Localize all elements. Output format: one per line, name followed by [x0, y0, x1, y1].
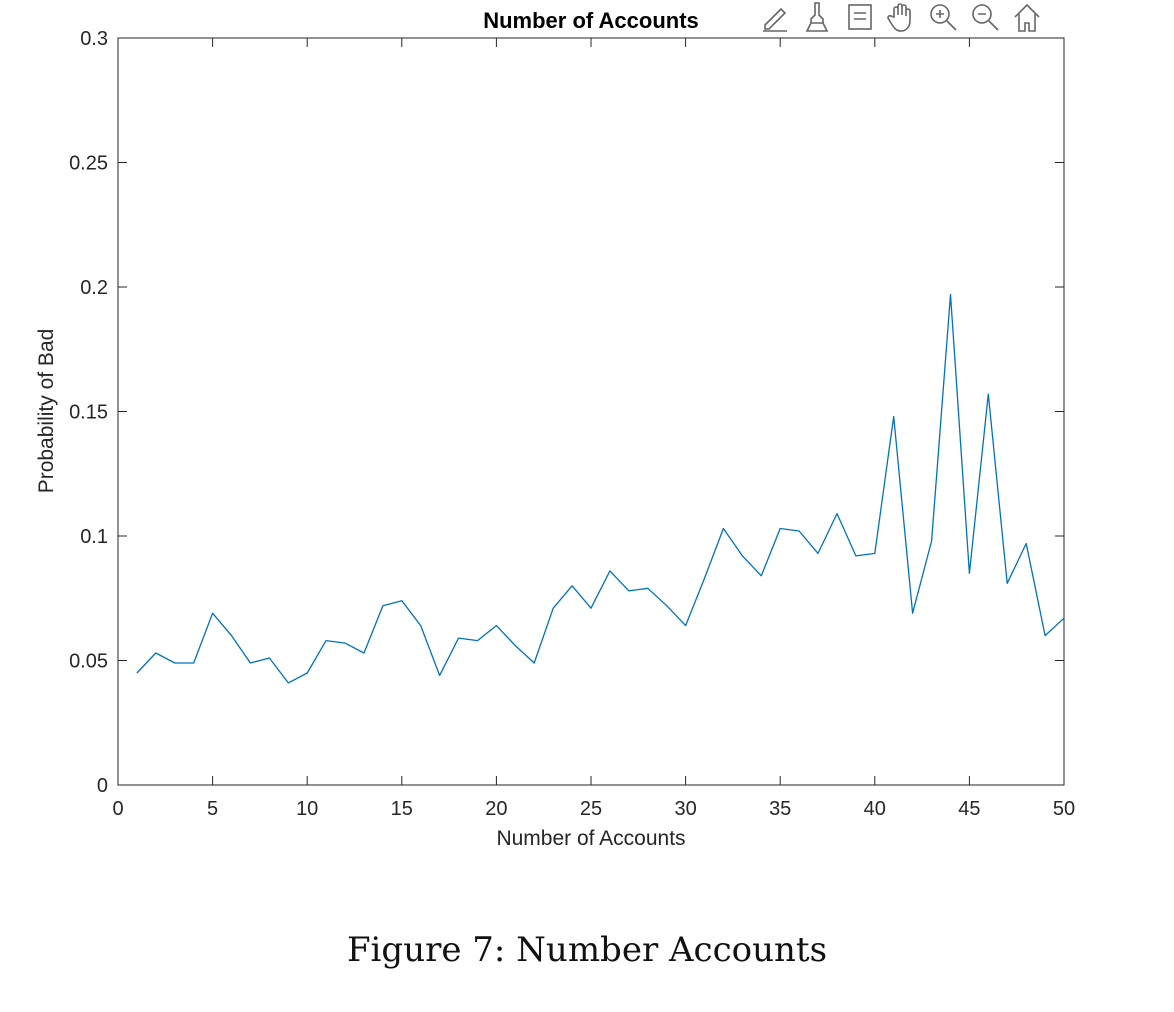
- data-point: [780, 528, 781, 529]
- data-point: [288, 682, 289, 683]
- x-tick-label: 0: [112, 798, 123, 820]
- edit-data-tip-button[interactable]: [756, 0, 794, 34]
- data-point: [590, 608, 591, 609]
- data-point: [458, 637, 459, 638]
- brush-button[interactable]: [798, 0, 836, 34]
- figure-caption: Figure 7: Number Accounts: [346, 930, 828, 970]
- x-tick-label: 45: [958, 798, 980, 820]
- data-point: [401, 600, 402, 601]
- plot-area-box: [117, 37, 1065, 786]
- ticks: 0 5 10 15 20 25 30 35 40 45 50 0 0.05 0.1 0.15 0.2 0.25 0…: [69, 28, 1075, 820]
- data-point: [1007, 583, 1008, 584]
- data-point: [1063, 618, 1064, 619]
- pan-button[interactable]: [882, 0, 920, 34]
- data-point: [193, 662, 194, 663]
- x-tick-label: 25: [580, 798, 602, 820]
- data-point: [609, 570, 610, 571]
- data-point: [874, 553, 875, 554]
- axes-toolbar: [756, 0, 1046, 34]
- data-point: [212, 613, 213, 614]
- data-point: [231, 635, 232, 636]
- chart-title: Number of Accounts: [483, 8, 699, 33]
- data-point: [155, 652, 156, 653]
- x-tick-label: 40: [864, 798, 886, 820]
- y-tick-label: 0.05: [69, 651, 108, 673]
- data-point: [553, 608, 554, 609]
- y-axis-label: Probability of Bad: [35, 329, 58, 494]
- data-point: [477, 640, 478, 641]
- data-point: [344, 642, 345, 643]
- data-point: [363, 652, 364, 653]
- data-point: [817, 553, 818, 554]
- data-point: [912, 613, 913, 614]
- data-point: [1044, 635, 1045, 636]
- data-point: [1026, 543, 1027, 544]
- x-tick-label: 30: [674, 798, 696, 820]
- series-line: [136, 293, 1065, 684]
- data-point: [685, 625, 686, 626]
- data-point: [174, 662, 175, 663]
- x-axis-label: Number of Accounts: [496, 827, 685, 850]
- x-tick-label: 20: [485, 798, 507, 820]
- x-tick-label: 15: [391, 798, 413, 820]
- data-point: [628, 590, 629, 591]
- data-point: [571, 585, 572, 586]
- x-tick-label: 5: [207, 798, 218, 820]
- data-point: [950, 294, 951, 295]
- data-point: [723, 528, 724, 529]
- legend-button[interactable]: [840, 0, 878, 34]
- data-point: [439, 675, 440, 676]
- x-tick-label: 35: [769, 798, 791, 820]
- axes: [117, 37, 1065, 786]
- y-tick-label: 0.25: [69, 153, 108, 175]
- data-point: [931, 540, 932, 541]
- data-point: [666, 605, 667, 606]
- pan-hand-icon: [887, 3, 911, 32]
- edit-data-tip-icon: [763, 7, 787, 32]
- zoom-in-icon: [930, 4, 957, 31]
- data-point: [382, 605, 383, 606]
- y-tick-label: 0: [97, 775, 108, 797]
- data-point: [534, 662, 535, 663]
- data-point: [269, 657, 270, 658]
- data-point: [136, 672, 137, 673]
- y-tick-label: 0.1: [80, 526, 108, 548]
- data-point: [326, 640, 327, 641]
- data-point: [836, 513, 837, 514]
- data-point: [704, 578, 705, 579]
- data-point: [250, 662, 251, 663]
- data-point: [799, 530, 800, 531]
- y-tick-label: 0.2: [80, 277, 108, 299]
- x-tick-label: 10: [296, 798, 318, 820]
- y-tick-label: 0.15: [69, 402, 108, 424]
- data-point: [742, 555, 743, 556]
- series-group: [136, 293, 1065, 684]
- data-point: [515, 645, 516, 646]
- zoom-in-button[interactable]: [924, 0, 962, 34]
- data-point: [647, 588, 648, 589]
- data-point: [496, 625, 497, 626]
- data-point: [988, 393, 989, 394]
- data-point: [969, 573, 970, 574]
- data-point: [420, 625, 421, 626]
- zoom-out-button[interactable]: [966, 0, 1004, 34]
- home-icon: [1014, 3, 1040, 32]
- data-point: [307, 672, 308, 673]
- legend-icon: [848, 4, 872, 30]
- data-point: [855, 555, 856, 556]
- zoom-out-icon: [972, 4, 999, 31]
- data-point: [761, 575, 762, 576]
- home-button[interactable]: [1008, 0, 1046, 34]
- x-tick-label: 50: [1053, 798, 1075, 820]
- data-point: [893, 416, 894, 417]
- y-tick-label: 0.3: [80, 28, 108, 50]
- brush-icon: [805, 2, 829, 32]
